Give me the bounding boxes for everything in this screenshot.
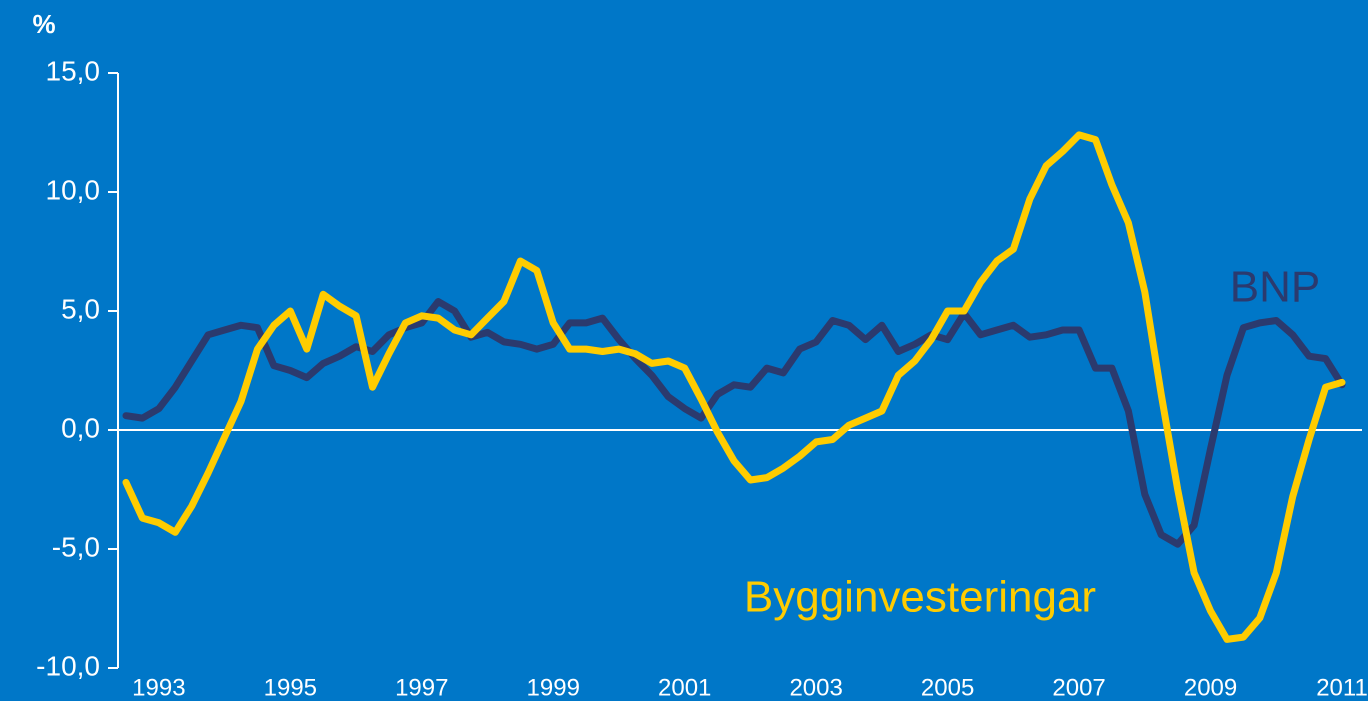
x-tick-label: 1997 bbox=[395, 674, 448, 701]
x-tick-label: 1993 bbox=[132, 674, 185, 701]
y-tick-label: 15,0 bbox=[46, 55, 101, 86]
y-tick-label: 0,0 bbox=[61, 412, 100, 443]
y-tick-label: -5,0 bbox=[52, 531, 100, 562]
series-label: Bygginvesteringar bbox=[744, 573, 1096, 622]
x-tick-label: 1999 bbox=[527, 674, 580, 701]
x-tick-label: 2011 bbox=[1316, 674, 1368, 701]
y-unit-label: % bbox=[32, 9, 55, 39]
line-series bbox=[122, 298, 1346, 548]
x-tick-label: 2003 bbox=[789, 674, 842, 701]
x-tick-label: 2005 bbox=[921, 674, 974, 701]
y-tick-label: 5,0 bbox=[61, 293, 100, 324]
line-series bbox=[122, 131, 1346, 643]
x-tick-label: 2001 bbox=[658, 674, 711, 701]
x-tick-label: 2007 bbox=[1052, 674, 1105, 701]
y-tick-label: -10,0 bbox=[36, 650, 100, 681]
y-tick-label: 10,0 bbox=[46, 174, 101, 205]
x-tick-label: 2009 bbox=[1184, 674, 1237, 701]
series-label: BNP bbox=[1230, 263, 1320, 312]
x-tick-label: 1995 bbox=[264, 674, 317, 701]
